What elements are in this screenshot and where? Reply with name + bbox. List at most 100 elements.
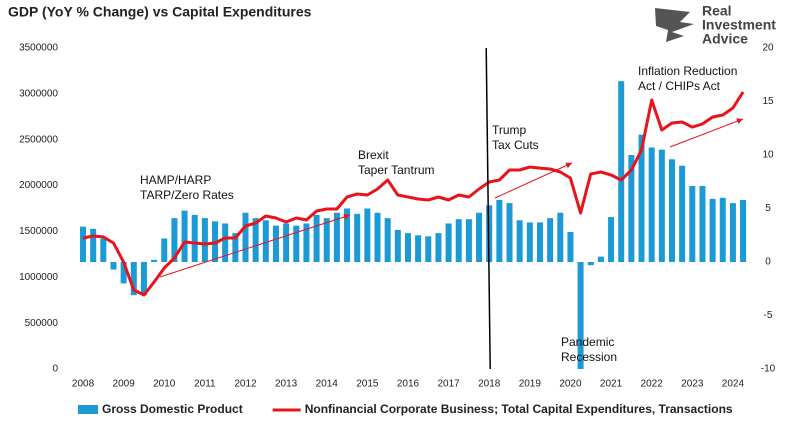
bar [557, 212, 564, 262]
x-tick-label: 2010 [153, 379, 176, 390]
annotation: Recession [561, 350, 617, 364]
y-tick-label: 3000000 [19, 88, 58, 99]
logo-text: Real [702, 3, 732, 19]
annotation: Pandemic [561, 335, 614, 349]
logo-text: Investment [702, 17, 776, 33]
bar [435, 233, 442, 262]
y2-tick-label: 20 [762, 43, 774, 54]
bar [668, 159, 675, 262]
bar [526, 222, 533, 262]
bar [323, 218, 330, 262]
bar [709, 198, 716, 262]
bar [140, 262, 147, 296]
bar [719, 197, 726, 262]
x-tick-label: 2008 [72, 379, 95, 390]
x-tick-label: 2020 [559, 379, 582, 390]
x-tick-label: 2019 [519, 379, 542, 390]
bar [303, 223, 310, 262]
annotation: Brexit [358, 148, 389, 162]
bar [161, 238, 168, 262]
bar [394, 229, 401, 262]
y2-tick-label: 0 [765, 257, 771, 268]
y-tick-label: 2000000 [19, 180, 58, 191]
y2-tick-label: -5 [764, 310, 773, 321]
trend-arrow [494, 162, 573, 199]
annotation: Trump [492, 123, 527, 137]
annotation: TARP/Zero Rates [140, 188, 234, 202]
bar [262, 220, 269, 262]
bar [344, 208, 351, 262]
bar [313, 214, 320, 262]
y-tick-label: 0 [52, 364, 58, 375]
x-tick-label: 2023 [681, 379, 704, 390]
logo-eagle [655, 8, 694, 42]
bar [587, 262, 594, 266]
bar [232, 233, 239, 262]
x-tick-label: 2018 [478, 379, 501, 390]
bar [658, 149, 665, 262]
event-line [485, 47, 491, 370]
x-tick-label: 2024 [722, 379, 745, 390]
bar [506, 203, 513, 262]
bar [455, 219, 462, 262]
bar [648, 147, 655, 262]
x-tick-label: 2016 [397, 379, 420, 390]
x-tick-label: 2015 [356, 379, 379, 390]
y2-tick-label: -10 [761, 364, 776, 375]
bar [181, 210, 188, 262]
x-tick-label: 2009 [113, 379, 136, 390]
bar [151, 259, 158, 262]
chart-title: GDP (YoY % Change) vs Capital Expenditur… [8, 4, 312, 20]
line [82, 91, 745, 297]
annotation: Act / CHIPs Act [638, 79, 721, 93]
bar [445, 223, 452, 262]
bar [628, 155, 635, 262]
bar [699, 186, 706, 262]
y-tick-label: 3500000 [19, 43, 58, 54]
legend-label: Gross Domestic Product [102, 402, 243, 416]
y-tick-label: 1500000 [19, 226, 58, 237]
trend-arrow [669, 118, 744, 148]
bar [191, 214, 198, 262]
bar [608, 217, 615, 262]
trend-arrow [159, 214, 351, 278]
x-tick-label: 2017 [437, 379, 460, 390]
bar [689, 186, 696, 262]
bar [577, 262, 584, 369]
bar [222, 223, 229, 262]
bar [283, 223, 290, 262]
bar [496, 199, 503, 262]
bar [384, 218, 391, 262]
y2-tick-label: 10 [762, 150, 774, 161]
y2-tick-label: 5 [765, 203, 771, 214]
bar [516, 220, 523, 262]
bar [110, 262, 117, 270]
bar [120, 262, 127, 284]
bar [415, 235, 422, 262]
x-tick-label: 2014 [316, 379, 339, 390]
bar [272, 225, 279, 262]
bar [130, 262, 137, 296]
bar [567, 232, 574, 262]
annotation: Taper Tantrum [358, 163, 434, 177]
y-tick-label: 2500000 [19, 134, 58, 145]
annotation: Tax Cuts [492, 138, 539, 152]
bar [293, 225, 300, 262]
bar [374, 212, 381, 262]
bar [597, 256, 604, 262]
legend-swatch [78, 405, 98, 414]
annotation: Inflation Reduction [638, 64, 737, 78]
legend-label: Nonfinancial Corporate Business; Total C… [305, 402, 733, 416]
bar [547, 218, 554, 262]
bar [465, 219, 472, 262]
bar [242, 212, 249, 262]
bar [100, 238, 107, 262]
bar [679, 165, 686, 262]
bar [201, 218, 208, 262]
x-tick-label: 2022 [641, 379, 664, 390]
annotation: HAMP/HARP [140, 173, 211, 187]
x-tick-label: 2013 [275, 379, 298, 390]
bar [740, 199, 747, 262]
y-tick-label: 500000 [25, 318, 59, 329]
